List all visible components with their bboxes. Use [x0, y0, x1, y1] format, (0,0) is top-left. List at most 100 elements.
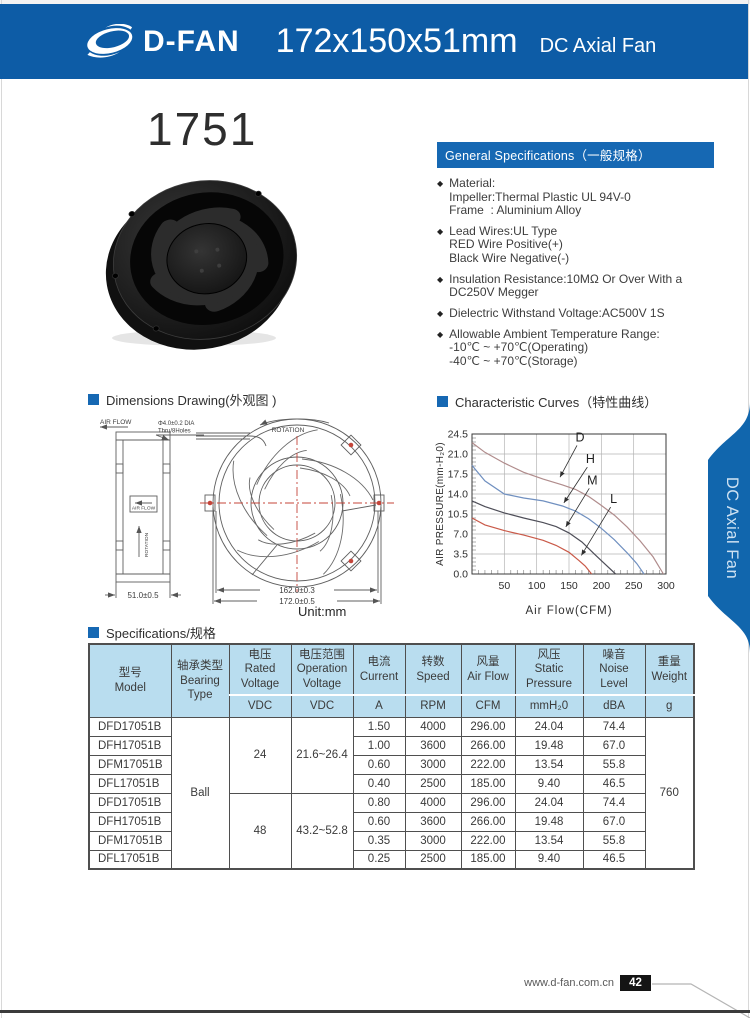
svg-text:14.0: 14.0 [448, 489, 469, 501]
brand-logo: D-FAN [84, 23, 240, 60]
diamond-bullet-icon: ◆ [437, 179, 444, 188]
rotation-small-label: ROTATION [144, 532, 150, 557]
blue-square-icon [437, 396, 448, 407]
footer-corner-line [652, 983, 750, 1018]
svg-text:24.5: 24.5 [448, 429, 469, 441]
table-cell: 266.00 [460, 735, 516, 756]
unit-header: mmH₂0 [514, 694, 584, 718]
brand-name: D-FAN [143, 24, 240, 58]
curve-label-H: H [586, 452, 595, 466]
dimensions-drawing-svg: AIR FLOW AIR FLOW ROTATION Φ4.0±0.2 DIA … [100, 418, 394, 606]
depth-dimension: 51.0±0.5 [127, 591, 159, 600]
unit-header: A [352, 694, 406, 718]
y-axis-title: AIR PRESSURE(mm-H₂0) [435, 442, 446, 566]
spec-table-heading-label: Specifications/规格 [106, 626, 216, 641]
table-cell: 24.04 [514, 716, 584, 737]
air-flow-label: AIR FLOW [100, 419, 132, 426]
table-cell: 13.54 [514, 830, 584, 851]
spec-line: Material: [449, 176, 496, 190]
unit-header: VDC [290, 694, 354, 718]
spec-line: -40℃ ~ +70℃(Storage) [449, 353, 578, 368]
bolt-circle-dimension: 162.0±0.3 [279, 586, 315, 595]
hole-note-line2: Thru/8Holes [158, 429, 191, 435]
table-cell: 0.80 [352, 792, 406, 813]
bottom-rule [0, 1010, 750, 1013]
table-row: DFH17051B 1.00 3600 266.00 19.48 67.0 [88, 735, 694, 756]
page-title: 172x150x51mm [275, 22, 518, 60]
table-cell: DFD17051B [88, 716, 172, 737]
characteristic-curves-chart: 50 100 150 200 250 300 0.0 3.5 7.0 10.5 14.0 17.5 21… [435, 429, 675, 618]
diamond-bullet-icon: ◆ [437, 329, 444, 339]
table-cell: 74.4 [582, 792, 646, 813]
table-cell: 1.50 [352, 716, 406, 737]
svg-text:10.5: 10.5 [448, 509, 469, 521]
table-cell: 3000 [404, 754, 462, 775]
diamond-bullet-icon: ◆ [437, 308, 444, 318]
dimensions-heading-label: Dimensions Drawing(外观图 ) [106, 393, 277, 408]
table-cell: 67.0 [582, 735, 646, 756]
curves-heading-label: Characteristic Curves（特性曲线） [455, 395, 658, 410]
side-tab-label: DC Axial Fan [723, 477, 741, 579]
page-top-strip [0, 0, 750, 4]
table-cell: Ball [170, 716, 230, 870]
page-number-badge: 42 [620, 975, 651, 991]
table-cell: 296.00 [460, 716, 516, 737]
column-header: 电压 Rated Voltage [228, 643, 292, 696]
curve-label-L: L [610, 492, 617, 506]
table-cell: 46.5 [582, 773, 646, 794]
spec-line: DC250V Megger [449, 285, 539, 300]
table-cell: 0.60 [352, 754, 406, 775]
table-cell: DFH17051B [88, 811, 172, 832]
svg-text:200: 200 [593, 580, 611, 592]
spec-line: RED Wire Positive(+) [449, 237, 563, 252]
table-cell: DFL17051B [88, 849, 172, 870]
dfan-logo-icon [87, 23, 133, 58]
width-dimension: 172.0±0.5 [279, 597, 315, 606]
general-specs-title: General Specifications（一般规格） [437, 142, 714, 168]
table-cell: 0.40 [352, 773, 406, 794]
svg-text:250: 250 [625, 580, 643, 592]
table-cell: 0.35 [352, 830, 406, 851]
table-cell: 67.0 [582, 811, 646, 832]
svg-text:17.5: 17.5 [448, 469, 469, 481]
table-cell: 24.04 [514, 792, 584, 813]
spec-item: ◆ Material: Impeller:Thermal Plastic UL 94… [437, 176, 714, 218]
table-cell: 3600 [404, 811, 462, 832]
table-cell: 9.40 [514, 773, 584, 794]
table-cell: 185.00 [460, 849, 516, 870]
table-cell: 2500 [404, 849, 462, 870]
svg-text:50: 50 [498, 580, 510, 592]
model-number: 1751 [147, 103, 258, 155]
table-cell: 0.25 [352, 849, 406, 870]
svg-text:100: 100 [528, 580, 546, 592]
fan-product-image [105, 180, 298, 350]
table-row: DFL17051B 0.25 2500 185.00 9.40 46.5 [88, 849, 694, 870]
spec-item: ◆ Insulation Resistance:10MΩ Or Over With… [437, 272, 714, 300]
column-header: 重量 Weight [644, 643, 695, 696]
table-cell: 760 [644, 716, 695, 870]
blue-square-icon [88, 627, 99, 638]
spec-line: Frame : Aluminium Alloy [449, 203, 582, 218]
unit-header: CFM [460, 694, 516, 718]
table-cell: 4000 [404, 716, 462, 737]
table-cell: 9.40 [514, 849, 584, 870]
table-cell: 3600 [404, 735, 462, 756]
table-cell: DFM17051B [88, 830, 172, 851]
svg-text:7.0: 7.0 [453, 529, 468, 541]
table-cell: 43.2~52.8 [290, 792, 354, 870]
svg-text:3.5: 3.5 [453, 549, 468, 561]
table-cell: 21.6~26.4 [290, 716, 354, 794]
column-header: 轴承类型 Bearing Type [170, 643, 230, 718]
table-cell: 19.48 [514, 735, 584, 756]
table-cell: 0.60 [352, 811, 406, 832]
diamond-bullet-icon: ◆ [437, 274, 444, 284]
air-flow-small-label: AIR FLOW [132, 506, 156, 512]
table-cell: 55.8 [582, 830, 646, 851]
unit-header: g [644, 694, 695, 718]
table-cell: 222.00 [460, 754, 516, 775]
hole-note-line1: Φ4.0±0.2 DIA [158, 421, 194, 427]
spec-item: ◆ Lead Wires:UL Type RED Wire Positive(+) B… [437, 224, 714, 266]
x-axis-title: Air Flow(CFM) [525, 605, 612, 617]
blue-square-icon [88, 394, 99, 405]
